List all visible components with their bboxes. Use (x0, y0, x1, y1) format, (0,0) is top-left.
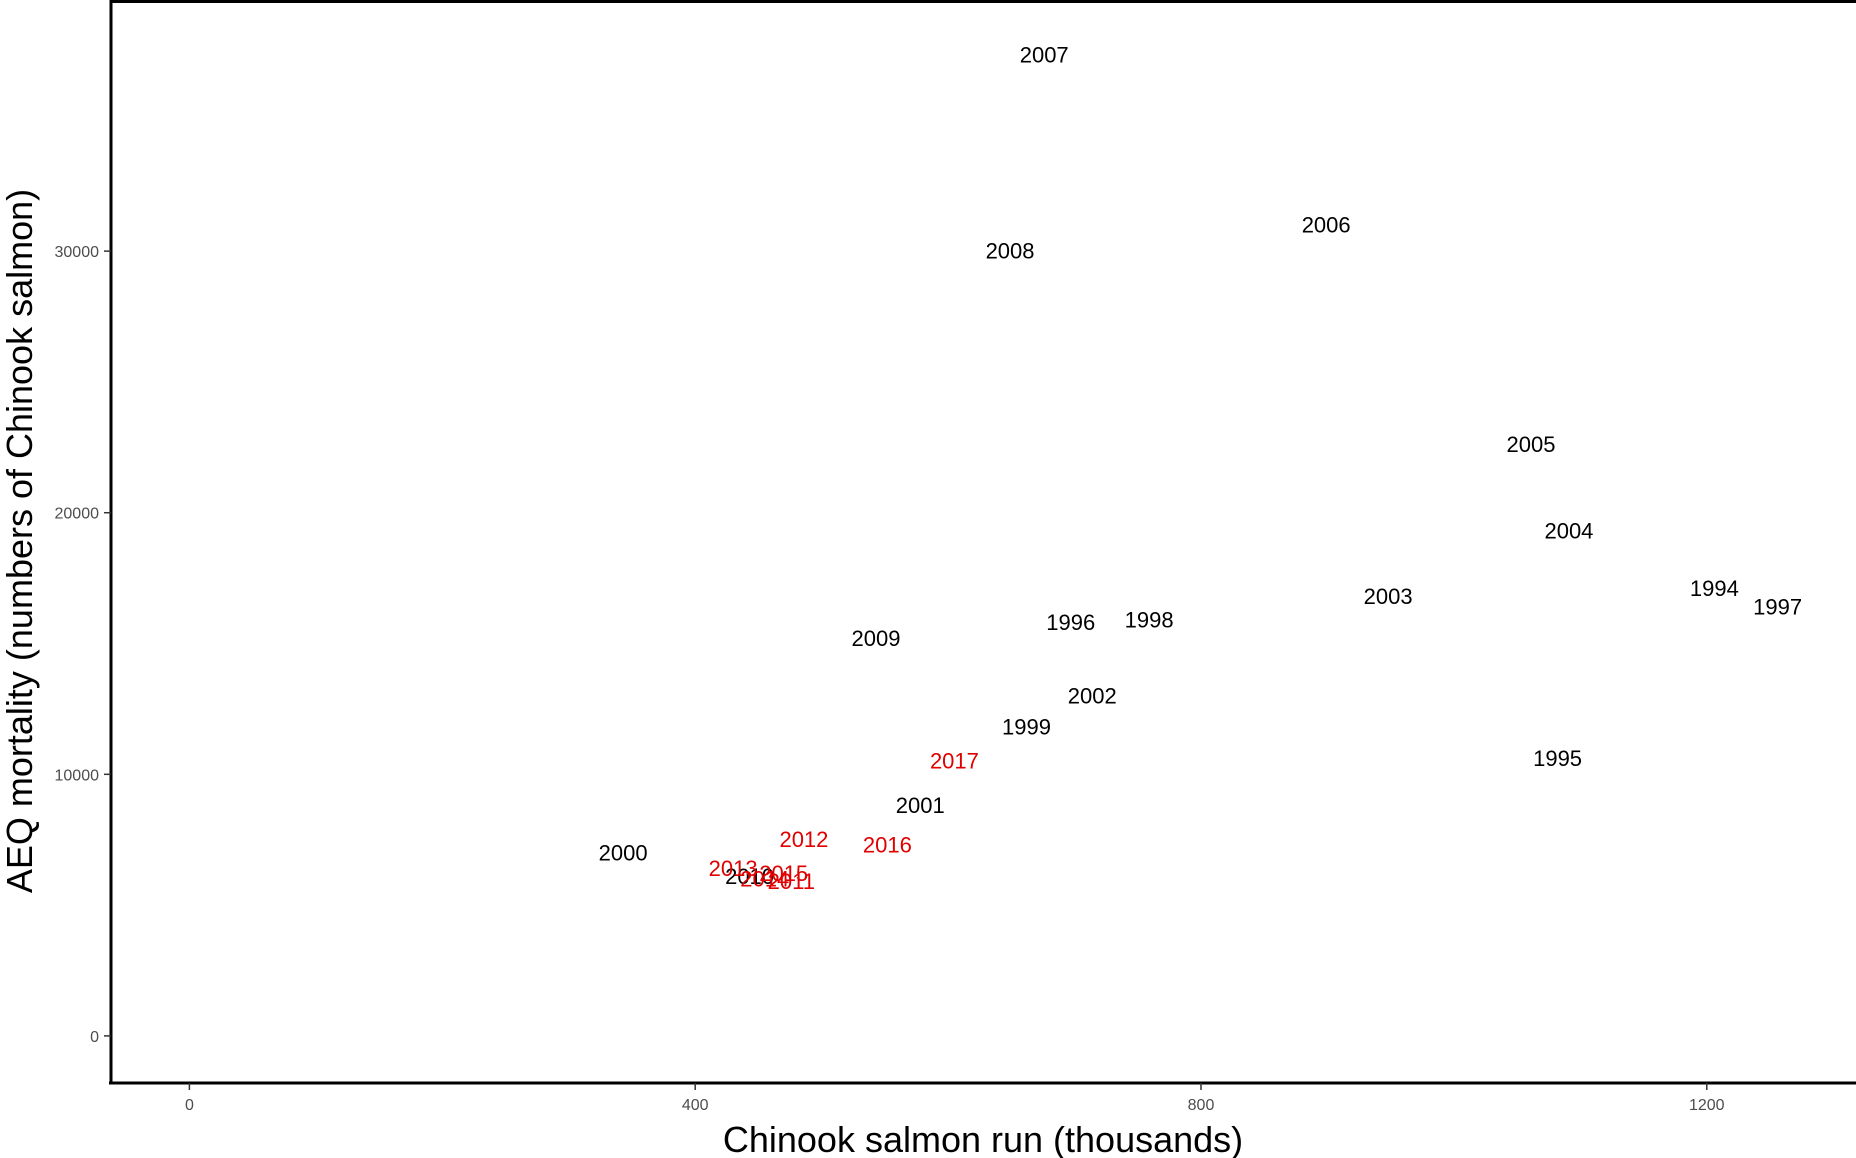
data-point-label: 1998 (1125, 607, 1174, 632)
data-point-label: 2009 (852, 626, 901, 651)
data-point-label: 2006 (1302, 212, 1351, 237)
data-point-label: 2011 (768, 869, 815, 894)
data-point-label: 2002 (1068, 683, 1117, 708)
x-ticks: 0 400 800 1200 (185, 1083, 1725, 1114)
x-tick-label: 800 (1188, 1097, 1215, 1114)
x-tick-label: 1200 (1689, 1097, 1725, 1114)
y-axis-title: AEQ mortality (numbers of Chinook salmon… (0, 189, 40, 893)
data-point-label: 2004 (1544, 519, 1593, 544)
data-point-label: 2007 (1020, 42, 1069, 67)
data-point-label: 1995 (1533, 746, 1582, 771)
y-tick-label: 20000 (55, 506, 100, 523)
x-axis: 0 400 800 1200 (109, 1081, 1856, 1114)
x-tick-label: 400 (682, 1097, 709, 1114)
y-tick-label: 30000 (55, 244, 100, 261)
data-point-label: 1994 (1690, 576, 1739, 601)
y-axis: 0 10000 20000 30000 (55, 0, 113, 1083)
data-point-label: 2016 (863, 832, 912, 857)
data-point-label: 2008 (986, 239, 1035, 264)
data-point-label: 2003 (1364, 584, 1413, 609)
y-tick-label: 0 (90, 1029, 99, 1046)
y-ticks: 0 10000 20000 30000 (55, 244, 111, 1046)
data-point-label: 2015 (759, 861, 808, 886)
data-point-label: 1997 (1753, 594, 1802, 619)
data-point-label: 1996 (1046, 610, 1095, 635)
data-point-label: 1999 (1002, 715, 1051, 740)
data-point-label: 2005 (1507, 432, 1556, 457)
x-tick-label: 0 (185, 1097, 194, 1114)
x-axis-title: Chinook salmon run (thousands) (723, 1119, 1243, 1158)
data-labels: 1994 1995 1996 1997 1998 1999 2000 2001 2002 2003… (599, 42, 1802, 894)
data-point-label: 2014 (740, 866, 789, 891)
y-tick-label: 10000 (55, 767, 100, 784)
data-point-label: 2010 (725, 864, 774, 889)
data-point-label: 2000 (599, 840, 648, 865)
data-point-label: 2013 (709, 856, 758, 881)
data-point-label: 2017 (930, 749, 979, 774)
data-point-label: 2001 (896, 793, 945, 818)
data-point-label: 2012 (779, 827, 828, 852)
